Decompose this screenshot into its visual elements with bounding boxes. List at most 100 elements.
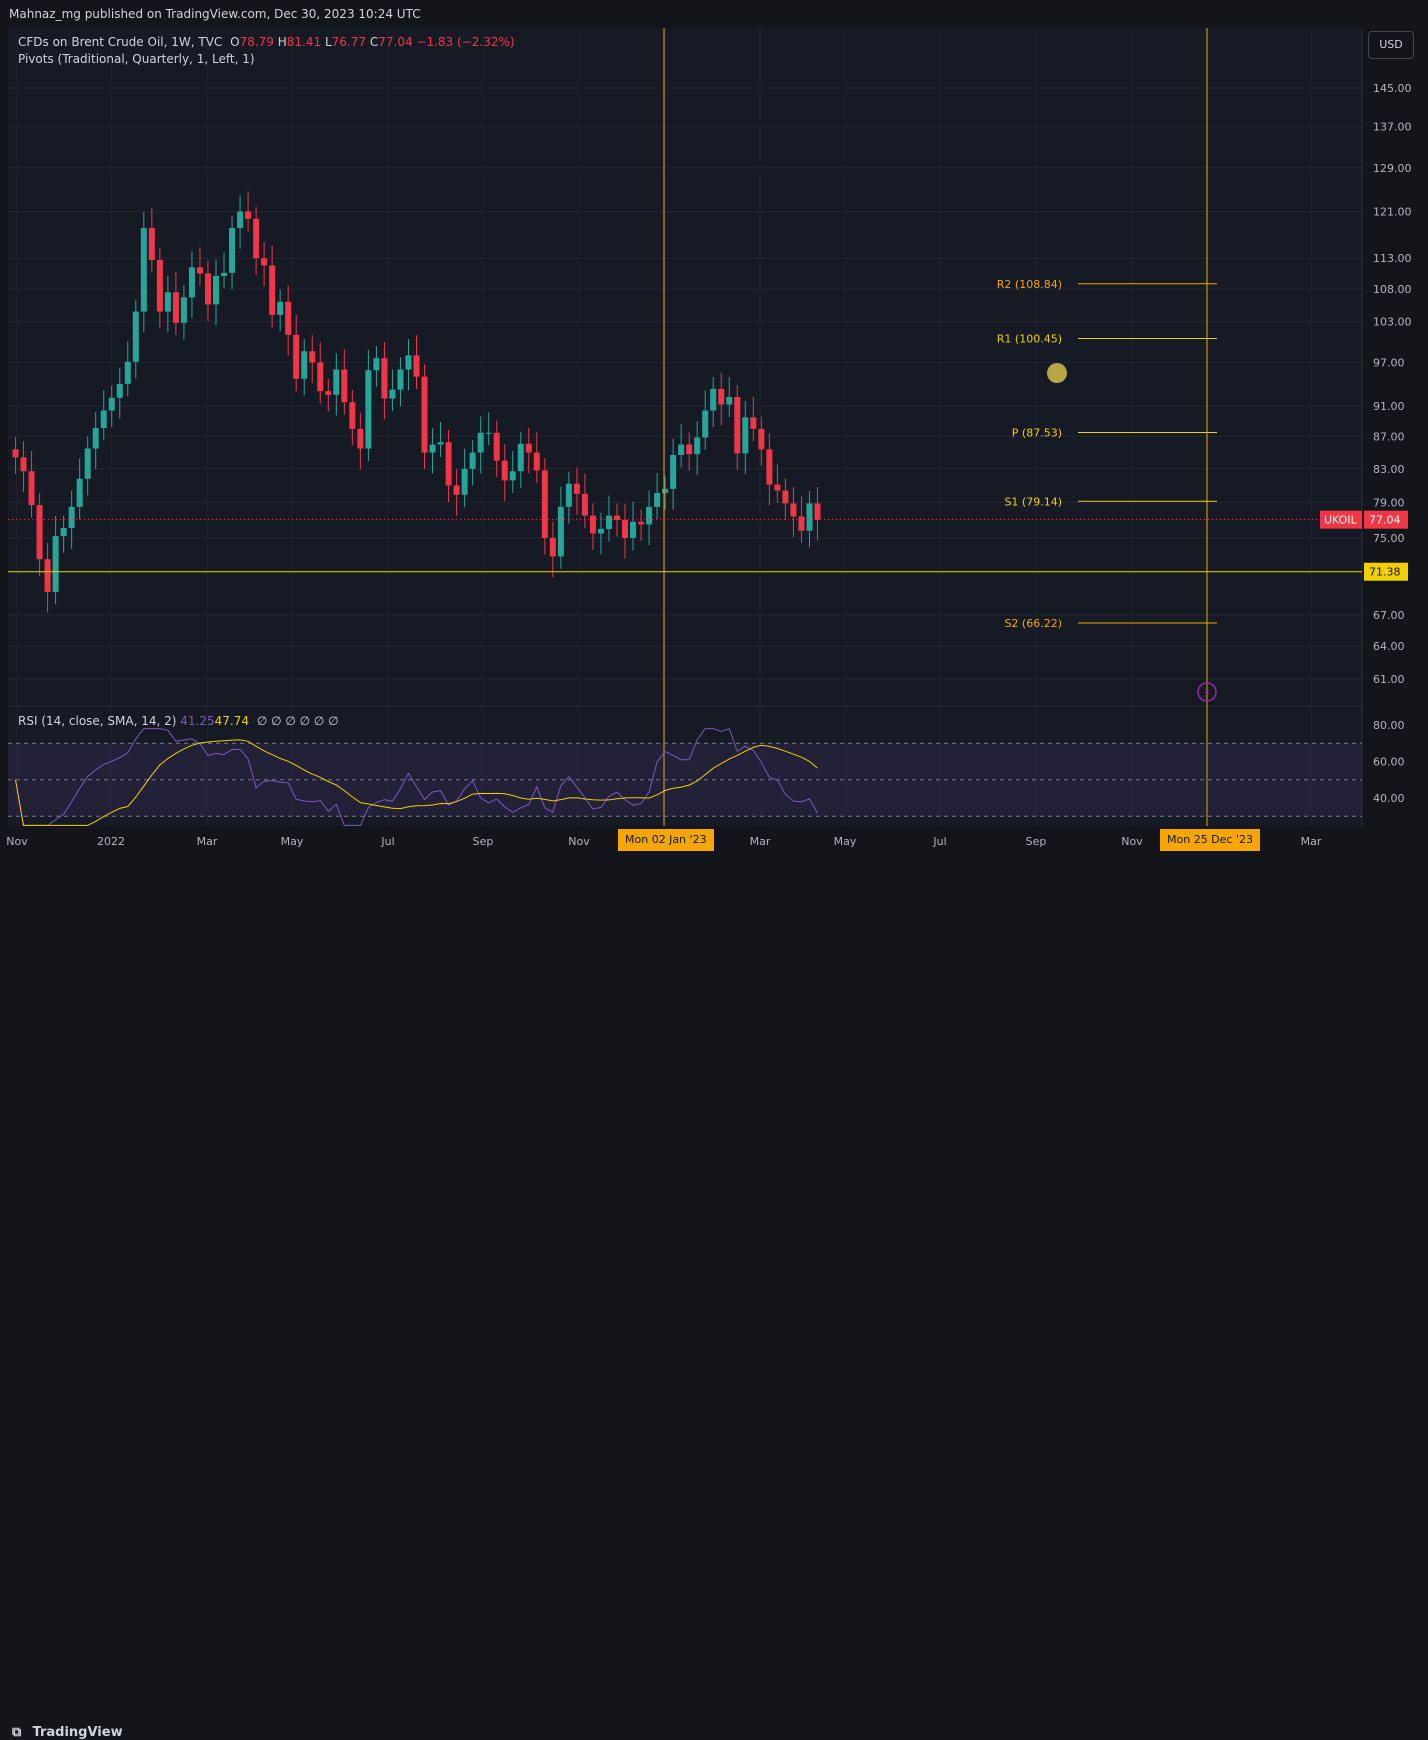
price-axis-label: 113.00 — [1373, 252, 1412, 265]
pivots-indicator-label[interactable]: Pivots (Traditional, Quarterly, 1, Left,… — [18, 52, 255, 66]
candle-body — [686, 444, 693, 455]
candle-body — [196, 267, 203, 274]
candle-body — [237, 211, 244, 229]
candle-body — [605, 515, 612, 529]
candle-body — [132, 311, 139, 362]
candle-body — [461, 468, 468, 495]
time-axis-label: Mar — [197, 835, 218, 848]
price-axis-label: 129.00 — [1373, 162, 1412, 175]
candle-body — [589, 515, 596, 534]
rsi-legend[interactable]: RSI (14, close, SMA, 14, 2) 41.2547.74 ∅… — [18, 714, 339, 728]
price-legend: CFDs on Brent Crude Oil, 1W, TVC O78.79 … — [18, 34, 515, 68]
pivot-label-r1: R1 (100.45) — [997, 333, 1062, 346]
price-axis-label: 83.00 — [1373, 463, 1405, 476]
candle-body — [221, 272, 228, 276]
candle-body — [734, 397, 741, 454]
currency-button[interactable]: USD — [1368, 31, 1414, 59]
candle-body — [245, 211, 252, 219]
candle-body — [12, 449, 19, 458]
candle-body — [678, 444, 685, 455]
candle-body — [493, 432, 500, 461]
candle-body — [790, 503, 797, 517]
candle-body — [397, 369, 404, 390]
candle-body — [293, 334, 300, 379]
candle-body — [349, 402, 356, 429]
price-axis-label: 75.00 — [1373, 532, 1405, 545]
candle-body — [421, 376, 428, 453]
candle-body — [341, 369, 348, 403]
chart-area[interactable] — [8, 28, 1362, 826]
rsi-extra-values: ∅ ∅ ∅ ∅ ∅ ∅ — [256, 714, 339, 728]
candle-body — [68, 506, 75, 529]
candle-body — [156, 260, 163, 312]
candle-body — [525, 443, 532, 453]
candle-body — [36, 505, 43, 560]
tradingview-logo[interactable]: ⧉ TradingView — [12, 1725, 123, 1740]
candle-body — [357, 428, 364, 449]
candle-body — [814, 503, 821, 520]
time-axis-label: May — [281, 835, 304, 848]
candle-body — [726, 397, 733, 405]
candle-body — [164, 292, 171, 312]
candle-body — [630, 521, 637, 538]
candle-body — [253, 218, 260, 259]
candle-body — [301, 351, 308, 379]
support-line-price-tag — [1364, 562, 1408, 581]
brand-text: TradingView — [32, 1725, 123, 1740]
time-axis-label: Nov — [6, 835, 28, 848]
pivot-label-s2: S2 (66.22) — [1004, 617, 1062, 630]
candle-body — [501, 460, 508, 481]
rsi-axis-label: 60.00 — [1373, 756, 1405, 769]
candle-body — [100, 410, 107, 429]
candle-body — [389, 389, 396, 399]
candle-body — [573, 483, 580, 494]
candle-body — [44, 559, 51, 592]
time-axis-label: Mar — [1301, 835, 1322, 848]
time-axis-label: Jul — [932, 835, 946, 848]
candle-body — [365, 370, 372, 449]
price-axis-label: 97.00 — [1373, 356, 1405, 369]
tradingview-logo-icon: ⧉ — [12, 1725, 22, 1740]
candle-body — [774, 484, 781, 491]
candle-body — [429, 444, 436, 453]
change-value: −1.83 (−2.32%) — [416, 35, 515, 49]
low-label: L — [324, 35, 332, 49]
candle-body — [148, 228, 155, 261]
pivot-label-s1: S1 (79.14) — [1004, 495, 1062, 508]
candle-body — [533, 452, 540, 471]
candle-body — [381, 358, 388, 399]
support-line-price-label: 71.38 — [1369, 566, 1401, 579]
time-axis-label: Jul — [380, 835, 394, 848]
candle-body — [20, 457, 27, 472]
high-value: 81.41 — [286, 35, 322, 49]
symbol-line: CFDs on Brent Crude Oil, 1W, TVC O78.79 … — [18, 34, 515, 51]
candle-body — [782, 490, 789, 504]
rsi-sma-line — [15, 739, 818, 826]
time-axis-label: Nov — [568, 835, 590, 848]
candle-body — [485, 432, 492, 434]
candle-body — [269, 265, 276, 315]
price-axis-label: 64.00 — [1373, 640, 1405, 653]
candle-body — [662, 488, 669, 494]
pivot-label-p: P (87.53) — [1012, 427, 1062, 440]
candle-body — [750, 417, 757, 429]
top-bar: Mahnaz_mg published on TradingView.com, … — [0, 0, 1428, 28]
date-marker-left: Mon 02 Jan '23 — [618, 829, 714, 851]
rsi-value: 41.25 — [180, 714, 215, 728]
candle-body — [453, 485, 460, 495]
candle-body — [710, 388, 717, 411]
candle-body — [317, 362, 324, 392]
time-axis-label: Sep — [1026, 835, 1047, 848]
price-chart[interactable]: 71.38 R2 (108.84) R1 (100.45) P (87.53) S1 (… — [0, 0, 1428, 891]
candle-body — [581, 493, 588, 516]
candle-body — [413, 355, 420, 377]
candle-body — [333, 369, 340, 395]
high-label: H — [277, 35, 287, 49]
rsi-line — [15, 727, 818, 826]
last-price-label: 77.04 — [1369, 514, 1401, 527]
candle-body — [373, 358, 380, 371]
candle-body — [798, 516, 805, 531]
candle-body — [549, 537, 556, 557]
candle-body — [28, 471, 35, 506]
publisher-text: Mahnaz_mg published on TradingView.com, … — [9, 7, 421, 21]
